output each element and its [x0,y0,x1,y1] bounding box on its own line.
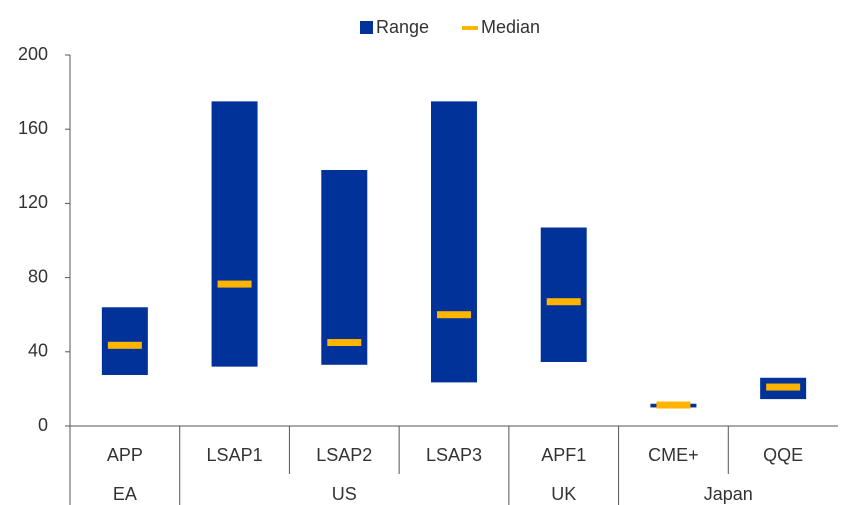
x-tick-label: QQE [763,445,803,465]
x-tick-label: CME+ [648,445,699,465]
legend-label: Range [376,17,429,37]
median-marker [217,280,252,288]
median-marker [546,298,581,306]
x-tick-label: APP [107,445,143,465]
median-marker [437,311,471,319]
x-tick-label: LSAP1 [207,445,263,465]
group-label: EA [113,484,137,504]
y-tick-label: 80 [28,266,48,286]
y-tick-label: 200 [18,44,48,64]
median-marker [107,341,142,349]
y-tick-label: 160 [18,118,48,138]
legend-label: Median [481,17,540,37]
median-marker [656,401,691,409]
x-tick-label: LSAP3 [426,445,482,465]
x-tick-label: APF1 [541,445,586,465]
median-marker [327,339,362,347]
group-label: US [332,484,357,504]
range-bar [540,227,587,363]
legend-swatch [462,26,478,30]
x-tick-label: LSAP2 [316,445,372,465]
y-tick-label: 0 [38,415,48,435]
median-marker [766,383,801,391]
range-bar [321,170,368,365]
y-tick-label: 120 [18,192,48,212]
range-bar [211,101,258,367]
group-label: UK [551,484,576,504]
group-label: Japan [704,484,753,504]
range-bar [101,307,148,375]
range-bar [431,101,477,383]
legend-swatch [360,21,373,34]
y-tick-label: 40 [28,341,48,361]
